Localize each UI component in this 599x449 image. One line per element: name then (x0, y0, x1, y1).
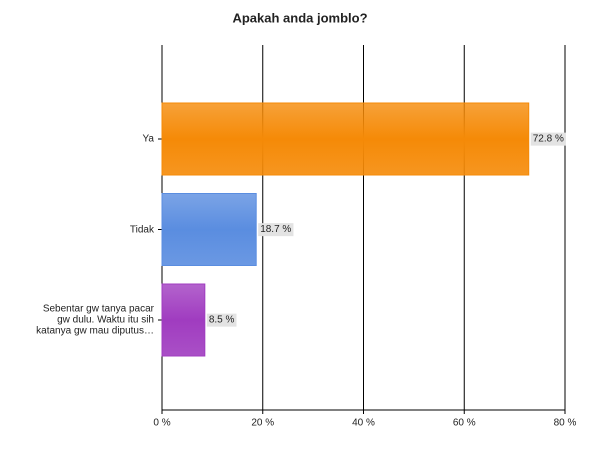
y-tick-label: Ya (142, 133, 155, 145)
x-tick-label: 40 % (352, 418, 375, 429)
chart-title: Apakah anda jomblo? (232, 10, 367, 25)
x-tick-label: 0 % (153, 418, 170, 429)
x-tick-label: 20 % (251, 418, 274, 429)
y-tick-label: Sebentar gw tanya pacar gw dulu. Waktu i… (36, 303, 154, 337)
y-tick-label: Tidak (129, 224, 154, 235)
bar (161, 283, 206, 357)
value-label-bg (206, 313, 237, 327)
value-label: 8.5 % (209, 315, 235, 326)
value-label: 72.8 % (533, 134, 564, 145)
value-label: 18.7 % (260, 224, 291, 235)
x-tick-label: 60 % (453, 418, 476, 429)
bar (161, 102, 530, 176)
value-label-bg (258, 223, 294, 237)
x-tick-label: 80 % (554, 418, 577, 429)
value-label-bg (530, 132, 566, 146)
bar (161, 193, 257, 266)
